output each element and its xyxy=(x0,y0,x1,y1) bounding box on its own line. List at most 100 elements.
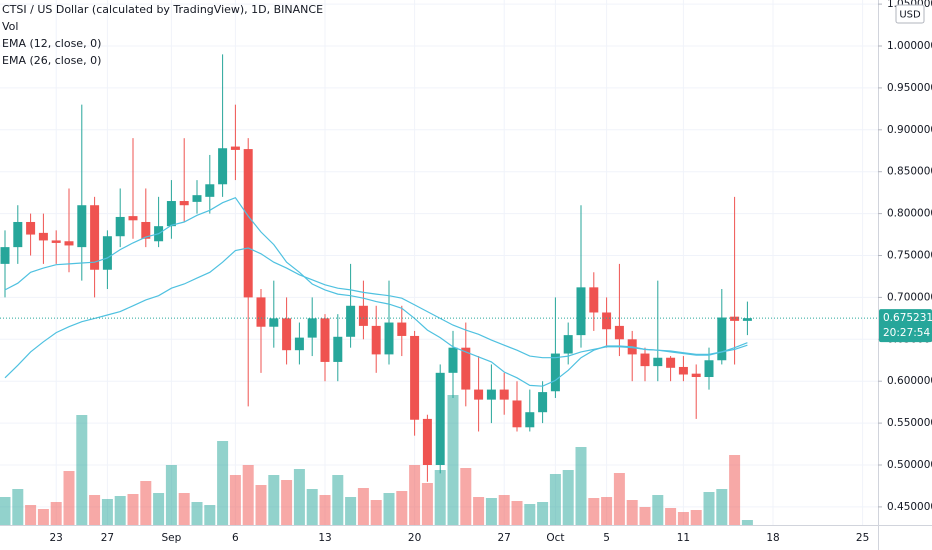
candle-body xyxy=(742,318,752,321)
candle-body xyxy=(640,353,650,367)
candle-body xyxy=(64,241,74,246)
x-tick-label: 18 xyxy=(766,532,779,544)
volume-bar xyxy=(677,512,689,525)
volume-bar xyxy=(498,495,510,525)
candle-body xyxy=(218,148,228,185)
candle-body xyxy=(525,412,535,428)
candle-body xyxy=(410,335,420,420)
volume-bar xyxy=(191,502,203,525)
y-tick-label: 0.55000000 xyxy=(887,417,932,429)
candle-body xyxy=(102,236,112,270)
volume-bar xyxy=(153,493,165,525)
candle-body xyxy=(0,247,10,264)
candle-body xyxy=(704,360,714,378)
price-pane xyxy=(0,54,878,482)
y-tick-label: 0.75000000 xyxy=(887,250,932,262)
candle-body xyxy=(422,418,432,465)
volume-bar xyxy=(562,470,574,525)
volume-bar xyxy=(165,465,177,525)
ema-line xyxy=(4,247,748,379)
y-tick-label: 0.80000000 xyxy=(887,208,932,220)
volume-bar xyxy=(537,502,549,525)
volume-bar xyxy=(485,498,497,525)
volume-bar xyxy=(357,488,369,525)
volume-bar xyxy=(473,497,485,525)
candle-body xyxy=(128,216,138,221)
candle-body xyxy=(499,389,509,400)
x-tick-label: 27 xyxy=(101,532,114,544)
x-tick-label: 11 xyxy=(677,532,690,544)
volume-bar xyxy=(127,494,139,525)
currency: USD xyxy=(899,10,921,21)
y-tick-label: 0.90000000 xyxy=(887,124,932,136)
candle-body xyxy=(77,205,87,248)
candle-body xyxy=(435,372,445,465)
volume-bar xyxy=(396,491,408,525)
candle-body xyxy=(179,201,189,206)
x-tick-label: 25 xyxy=(856,532,869,544)
volume-bar xyxy=(345,497,357,525)
candle-body xyxy=(550,353,560,392)
volume-bar xyxy=(76,415,88,525)
candle-body xyxy=(358,305,368,326)
candle-body xyxy=(115,216,125,237)
y-tick-label: 1.00000000 xyxy=(887,40,932,52)
candle-body xyxy=(13,221,23,248)
volume-bar xyxy=(729,455,741,525)
x-tick-label: 6 xyxy=(232,532,239,544)
candle-body xyxy=(614,325,624,340)
candle-body xyxy=(269,318,279,327)
volume-bar xyxy=(101,499,113,525)
axes: 1.050000001.000000000.950000000.90000000… xyxy=(50,0,932,544)
volume-bar xyxy=(332,475,344,525)
candle-body xyxy=(538,392,548,413)
volume-bar xyxy=(652,495,664,525)
candle-body xyxy=(192,195,202,202)
candle-body xyxy=(461,347,471,390)
candle-body xyxy=(448,347,458,373)
volume-bar xyxy=(281,480,293,525)
candle-body xyxy=(26,221,36,235)
candle-body xyxy=(371,325,381,355)
x-tick-label: Oct xyxy=(546,532,564,544)
volume-bar xyxy=(0,497,11,525)
volume-pane xyxy=(0,395,753,525)
volume-bar xyxy=(293,469,305,525)
volume-bar xyxy=(524,504,536,525)
volume-bar xyxy=(50,502,62,525)
candle-body xyxy=(294,337,304,351)
ema-line xyxy=(4,196,748,387)
candle-body xyxy=(205,184,215,197)
candle-body xyxy=(589,287,599,313)
x-tick-label: 5 xyxy=(603,532,610,544)
volume-bar xyxy=(319,495,331,525)
volume-bar xyxy=(37,509,49,525)
candle-body xyxy=(563,335,573,354)
volume-bar xyxy=(626,500,638,525)
volume-bar xyxy=(703,492,715,525)
candle-body xyxy=(320,318,330,362)
candle-body xyxy=(486,389,496,400)
volume-bar xyxy=(178,493,190,525)
legend-ema: EMA (12, close, 0) xyxy=(2,37,101,50)
y-tick-label: 0.85000000 xyxy=(887,166,932,178)
legend: CTSI / US Dollar (calculated by TradingV… xyxy=(2,3,323,67)
y-tick-label: 0.70000000 xyxy=(887,291,932,303)
candle-body xyxy=(90,205,100,270)
volume-bar xyxy=(601,497,613,525)
candle-body xyxy=(474,389,484,400)
volume-bar xyxy=(716,489,728,525)
candle-body xyxy=(282,318,292,351)
volume-bar xyxy=(204,505,216,525)
volume-bar xyxy=(741,520,753,525)
last-price-box xyxy=(879,309,932,343)
volume-bar xyxy=(217,441,229,525)
volume-bar xyxy=(665,508,677,525)
volume-bar xyxy=(549,474,561,525)
volume-bar xyxy=(255,485,267,525)
candle-body xyxy=(384,322,394,355)
volume-bar xyxy=(229,475,241,525)
x-tick-label: 20 xyxy=(408,532,421,544)
